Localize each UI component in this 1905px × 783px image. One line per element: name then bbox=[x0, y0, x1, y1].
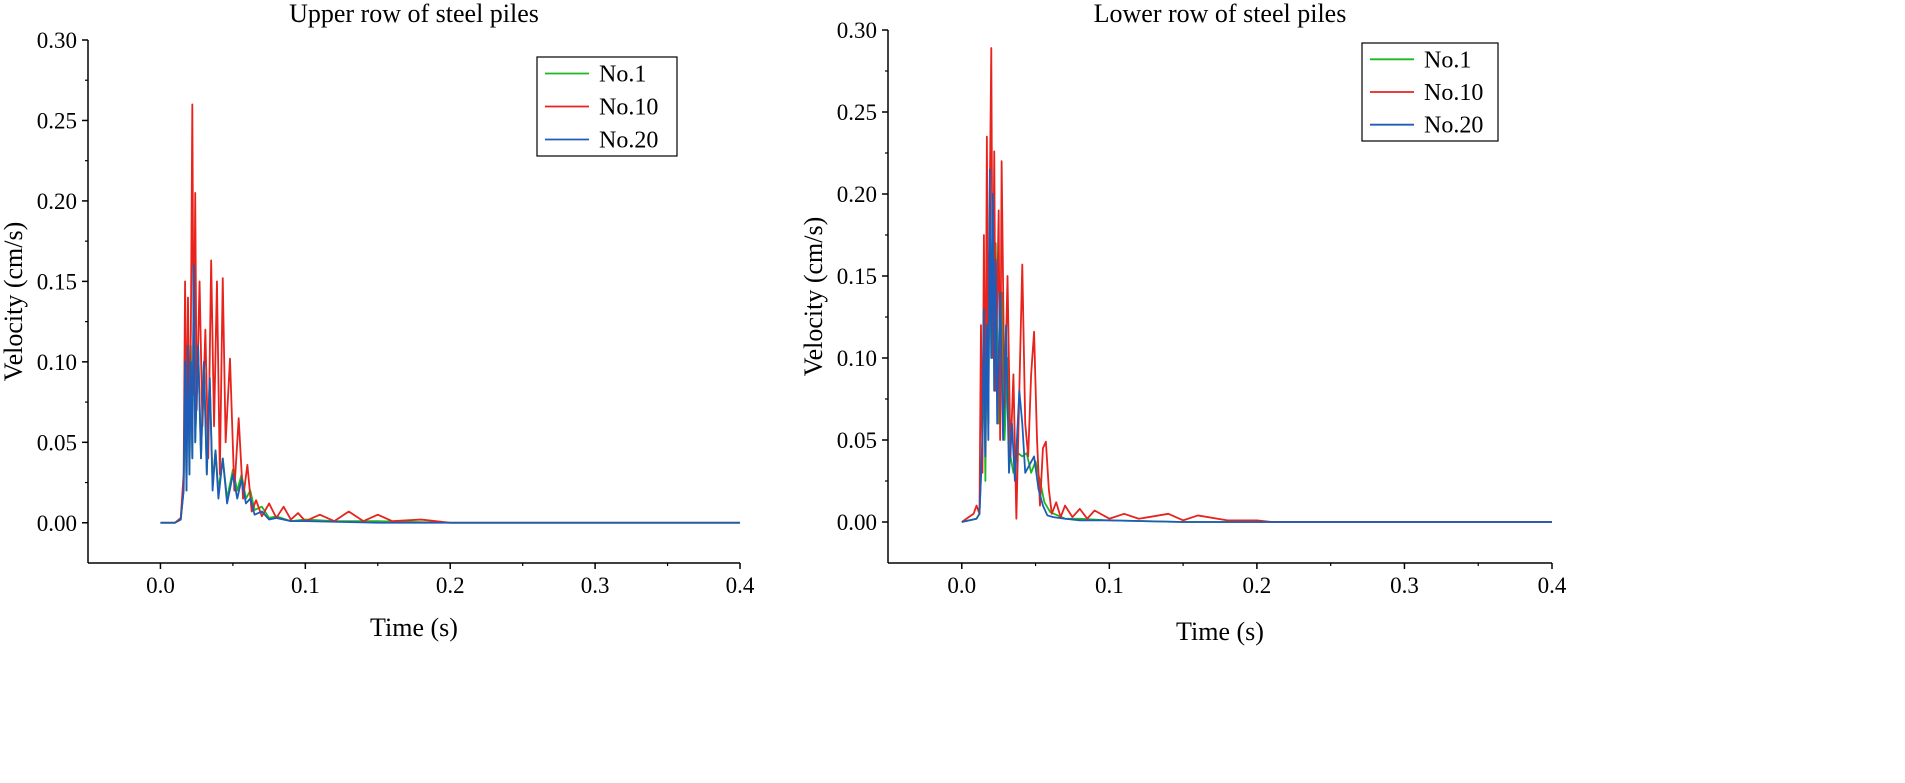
y-tick-label: 0.20 bbox=[37, 189, 77, 214]
chart-panel-2: Lower row of steel piles 0.00 0.05 0.10 0.15… bbox=[799, 0, 1567, 646]
x-tick-label: 0.4 bbox=[726, 573, 755, 598]
chart-title: Lower row of steel piles bbox=[1094, 0, 1347, 28]
series-line-no1 bbox=[961, 193, 1552, 523]
legend-label: No.1 bbox=[1424, 47, 1471, 73]
y-tick-label: 0.10 bbox=[837, 346, 877, 371]
y-axis-label: Velocity (cm/s) bbox=[0, 222, 28, 382]
x-tick-label: 0.0 bbox=[146, 573, 175, 598]
y-tick-label: 0.10 bbox=[37, 350, 77, 375]
y-tick-label: 0.30 bbox=[837, 18, 877, 43]
chart-title: Upper row of steel piles bbox=[289, 0, 539, 28]
x-tick-label: 0.0 bbox=[947, 573, 976, 598]
x-axis-label: Time (s) bbox=[370, 613, 458, 642]
legend: No.1 No.10 No.20 bbox=[536, 56, 678, 157]
x-tick-label: 0.2 bbox=[436, 573, 465, 598]
y-tick-label: 0.05 bbox=[837, 428, 877, 453]
x-tick-label: 0.2 bbox=[1243, 573, 1272, 598]
legend-label: No.20 bbox=[599, 128, 658, 154]
legend-label: No.1 bbox=[599, 62, 646, 88]
series-line-no10 bbox=[961, 47, 1552, 523]
chart-panel-1: Upper row of steel piles 0.00 0.05 0.10 0.15… bbox=[0, 0, 755, 642]
legend-label: No.10 bbox=[599, 95, 658, 121]
x-tick-label: 0.4 bbox=[1538, 573, 1567, 598]
y-tick-label: 0.25 bbox=[37, 108, 77, 133]
y-tick-label: 0.05 bbox=[37, 430, 77, 455]
y-tick-label: 0.30 bbox=[37, 28, 77, 53]
x-tick-label: 0.1 bbox=[1095, 573, 1124, 598]
y-tick-label: 0.25 bbox=[837, 100, 877, 125]
x-tick-label: 0.3 bbox=[1390, 573, 1419, 598]
series-line-no10 bbox=[160, 103, 740, 524]
x-axis-label: Time (s) bbox=[1176, 617, 1264, 646]
x-tick-label: 0.1 bbox=[291, 573, 320, 598]
y-tick-label: 0.00 bbox=[837, 510, 877, 535]
series-line-no1 bbox=[160, 280, 740, 524]
y-axis-label: Velocity (cm/s) bbox=[799, 217, 828, 377]
y-tick-label: 0.00 bbox=[37, 511, 77, 536]
legend: No.1 No.10 No.20 bbox=[1361, 42, 1499, 142]
y-tick-label: 0.20 bbox=[837, 182, 877, 207]
legend-label: No.10 bbox=[1424, 80, 1483, 106]
y-tick-label: 0.15 bbox=[837, 264, 877, 289]
y-tick-label: 0.15 bbox=[37, 269, 77, 294]
series-line-no20 bbox=[160, 264, 740, 524]
series-line-no20 bbox=[961, 168, 1552, 523]
legend-label: No.20 bbox=[1424, 113, 1483, 139]
x-tick-label: 0.3 bbox=[581, 573, 610, 598]
